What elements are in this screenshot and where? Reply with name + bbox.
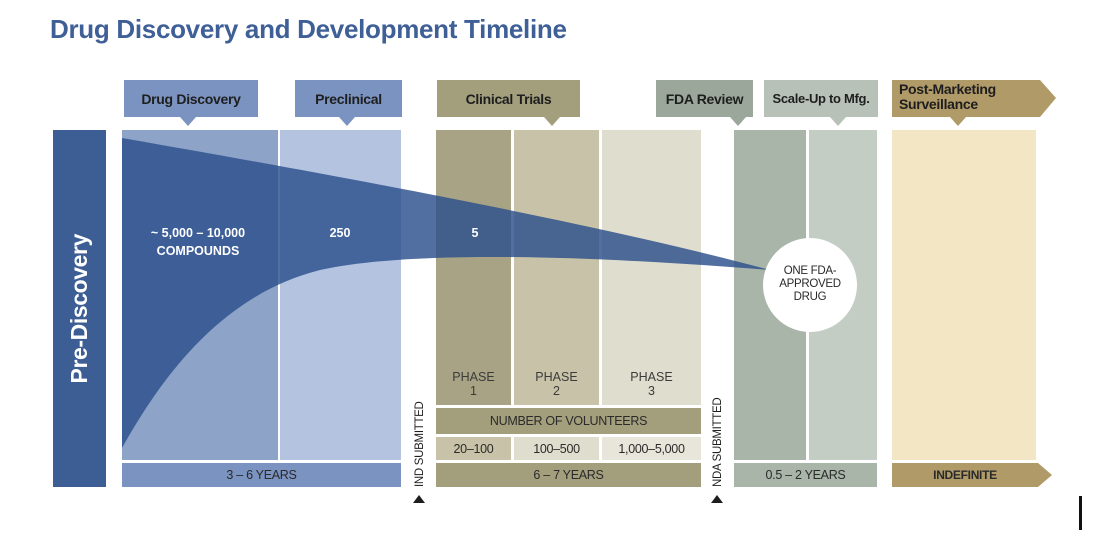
nda-arrow-icon — [711, 495, 723, 503]
nda-submitted-milestone: NDA SUBMITTED — [712, 397, 724, 487]
phase-3-label: PHASE 3 — [630, 370, 673, 398]
preclinical-label: Preclinical — [315, 90, 382, 107]
duration-post-marketing: INDEFINITE — [933, 468, 997, 482]
post-marketing-tag — [892, 80, 1056, 126]
stage-headers — [124, 80, 1056, 126]
funnel-shape — [122, 138, 770, 448]
fda-review-label: FDA Review — [665, 90, 744, 107]
drug-discovery-tag — [124, 80, 258, 126]
phase2-column — [514, 130, 599, 405]
preclinical-count: 250 — [329, 226, 351, 240]
duration-discovery-preclinical: 3 – 6 YEARS — [122, 463, 401, 487]
clinical-trials-label: Clinical Trials — [465, 90, 552, 107]
volunteers-bar: NUMBER OF VOLUNTEERS — [436, 408, 701, 434]
page-title: Drug Discovery and Development Timeline — [50, 14, 567, 44]
phase-2-label: PHASE 2 — [535, 370, 578, 398]
preclinical-tag — [295, 80, 402, 126]
pre-discovery-bar — [53, 130, 106, 487]
phase-1-volunteers: 20–100 — [436, 437, 511, 460]
phase3-column — [602, 130, 701, 405]
ind-submitted-milestone: IND SUBMITTED — [414, 401, 426, 487]
clinical-count: 5 — [471, 226, 479, 240]
text-cursor — [1079, 496, 1082, 530]
phase-1-label: PHASE 1 — [452, 370, 495, 398]
duration-clinical: 6 – 7 YEARS — [436, 463, 701, 487]
clinical-trials-tag — [437, 80, 580, 126]
drug-discovery-label: Drug Discovery — [141, 90, 241, 107]
post-marketing-label: Post-Marketing Surveillance — [899, 81, 996, 112]
duration-review-scale: 0.5 – 2 YEARS — [734, 463, 877, 487]
post-marketing-column — [892, 130, 1036, 460]
duration-post-marketing-arrow — [892, 463, 1052, 487]
phase-2-volunteers: 100–500 — [514, 437, 599, 460]
phase-3-volunteers: 1,000–5,000 — [602, 437, 701, 460]
approved-drug-circle — [763, 238, 857, 332]
approved-drug-label: ONE FDA- APPROVED DRUG — [779, 265, 841, 303]
ind-arrow-icon — [413, 495, 425, 503]
scale-up-label: Scale-Up to Mfg. — [772, 90, 870, 106]
phase1-column — [436, 130, 511, 405]
fda-review-tag — [656, 80, 753, 126]
compounds-count: ~ 5,000 – 10,000 COMPOUNDS — [150, 226, 246, 258]
scale-up-tag — [764, 80, 878, 126]
